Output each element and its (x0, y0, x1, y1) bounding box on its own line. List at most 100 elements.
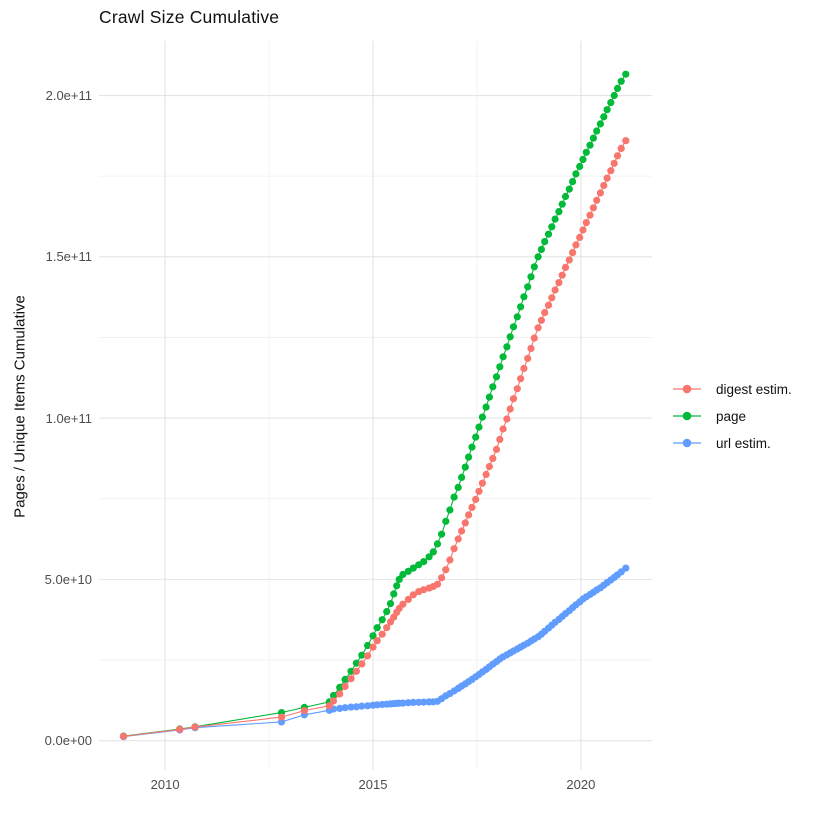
data-point (461, 463, 469, 471)
legend-key-icon (673, 384, 701, 394)
data-point (555, 279, 563, 287)
data-point (482, 470, 490, 479)
data-point (399, 600, 407, 608)
data-point (364, 641, 372, 650)
data-point (496, 435, 504, 443)
data-point (485, 462, 493, 471)
data-point (607, 99, 615, 107)
data-point (395, 575, 403, 584)
legend-label: url estim. (716, 435, 771, 451)
data-point (541, 238, 549, 246)
data-point (492, 373, 501, 381)
data-point (622, 70, 630, 78)
data-point (409, 591, 417, 599)
data-point (610, 159, 618, 167)
data-point (420, 698, 428, 706)
data-point (517, 303, 525, 311)
data-point (352, 659, 360, 667)
data-point (336, 690, 344, 698)
data-point (513, 385, 521, 393)
y-tick-label: 5.0e+10 (44, 571, 92, 587)
data-point (593, 196, 601, 204)
data-point (433, 540, 442, 548)
data-point (458, 473, 466, 481)
data-point (503, 415, 511, 423)
data-point (409, 698, 417, 707)
data-point (329, 691, 338, 700)
data-point (454, 483, 462, 491)
data-point (492, 445, 501, 453)
data-point (607, 167, 615, 175)
data-point (496, 363, 504, 371)
data-point (499, 353, 507, 361)
data-point (429, 548, 437, 556)
data-point (558, 271, 566, 279)
data-point (489, 454, 497, 462)
data-point (610, 91, 618, 100)
chart-title: Crawl Size Cumulative (99, 7, 280, 27)
data-point (527, 273, 535, 281)
data-point (548, 223, 556, 231)
data-point (325, 702, 333, 710)
data-point (551, 286, 559, 294)
series-digest-estim- (119, 137, 630, 740)
x-tick-label: 2020 (566, 777, 596, 792)
data-point (341, 682, 349, 691)
legend-key-point (682, 411, 692, 421)
data-point (524, 283, 532, 291)
data-point (478, 413, 486, 421)
y-tick-label: 1.5e+11 (45, 249, 92, 265)
legend-key-icon (673, 438, 701, 448)
data-point (378, 616, 386, 624)
data-point (373, 637, 381, 645)
data-point (617, 77, 625, 85)
data-point (378, 630, 386, 638)
data-point (600, 181, 608, 190)
data-point (572, 241, 580, 249)
data-point (461, 519, 469, 527)
data-point (347, 667, 355, 675)
legend-label: digest estim. (716, 381, 792, 397)
data-point (300, 707, 308, 715)
data-point (399, 699, 407, 707)
data-point (499, 425, 507, 433)
data-point (613, 84, 622, 92)
data-point (277, 713, 286, 721)
data-point (373, 624, 381, 632)
data-point (541, 309, 549, 317)
data-point (393, 582, 401, 590)
data-point (386, 600, 395, 608)
data-point (475, 487, 483, 495)
data-point (527, 344, 535, 352)
data-point (352, 667, 360, 675)
data-point (369, 632, 377, 640)
data-point (468, 503, 476, 511)
data-point (579, 226, 587, 234)
data-point (409, 564, 417, 572)
series-layer (119, 70, 630, 741)
data-point (593, 127, 601, 135)
data-point (347, 703, 355, 711)
data-point (544, 301, 553, 309)
data-point (352, 703, 360, 711)
data-point (329, 697, 338, 705)
data-point (478, 479, 486, 487)
data-point (520, 293, 528, 301)
data-point (438, 574, 446, 582)
data-point (506, 405, 514, 413)
data-point (561, 263, 570, 271)
data-point (513, 313, 521, 321)
data-point (475, 423, 483, 431)
grid-major-lines (99, 41, 652, 770)
data-point (458, 527, 466, 535)
data-point (534, 324, 542, 332)
data-point (358, 651, 366, 659)
data-point (433, 580, 442, 588)
data-point (582, 219, 590, 227)
series-url-estim- (119, 564, 630, 741)
data-point (603, 174, 611, 182)
legend-item-digest-estim-: digest estim. (672, 380, 792, 398)
legend-key-icon (673, 411, 701, 421)
data-point (465, 453, 473, 461)
data-point (119, 732, 128, 740)
